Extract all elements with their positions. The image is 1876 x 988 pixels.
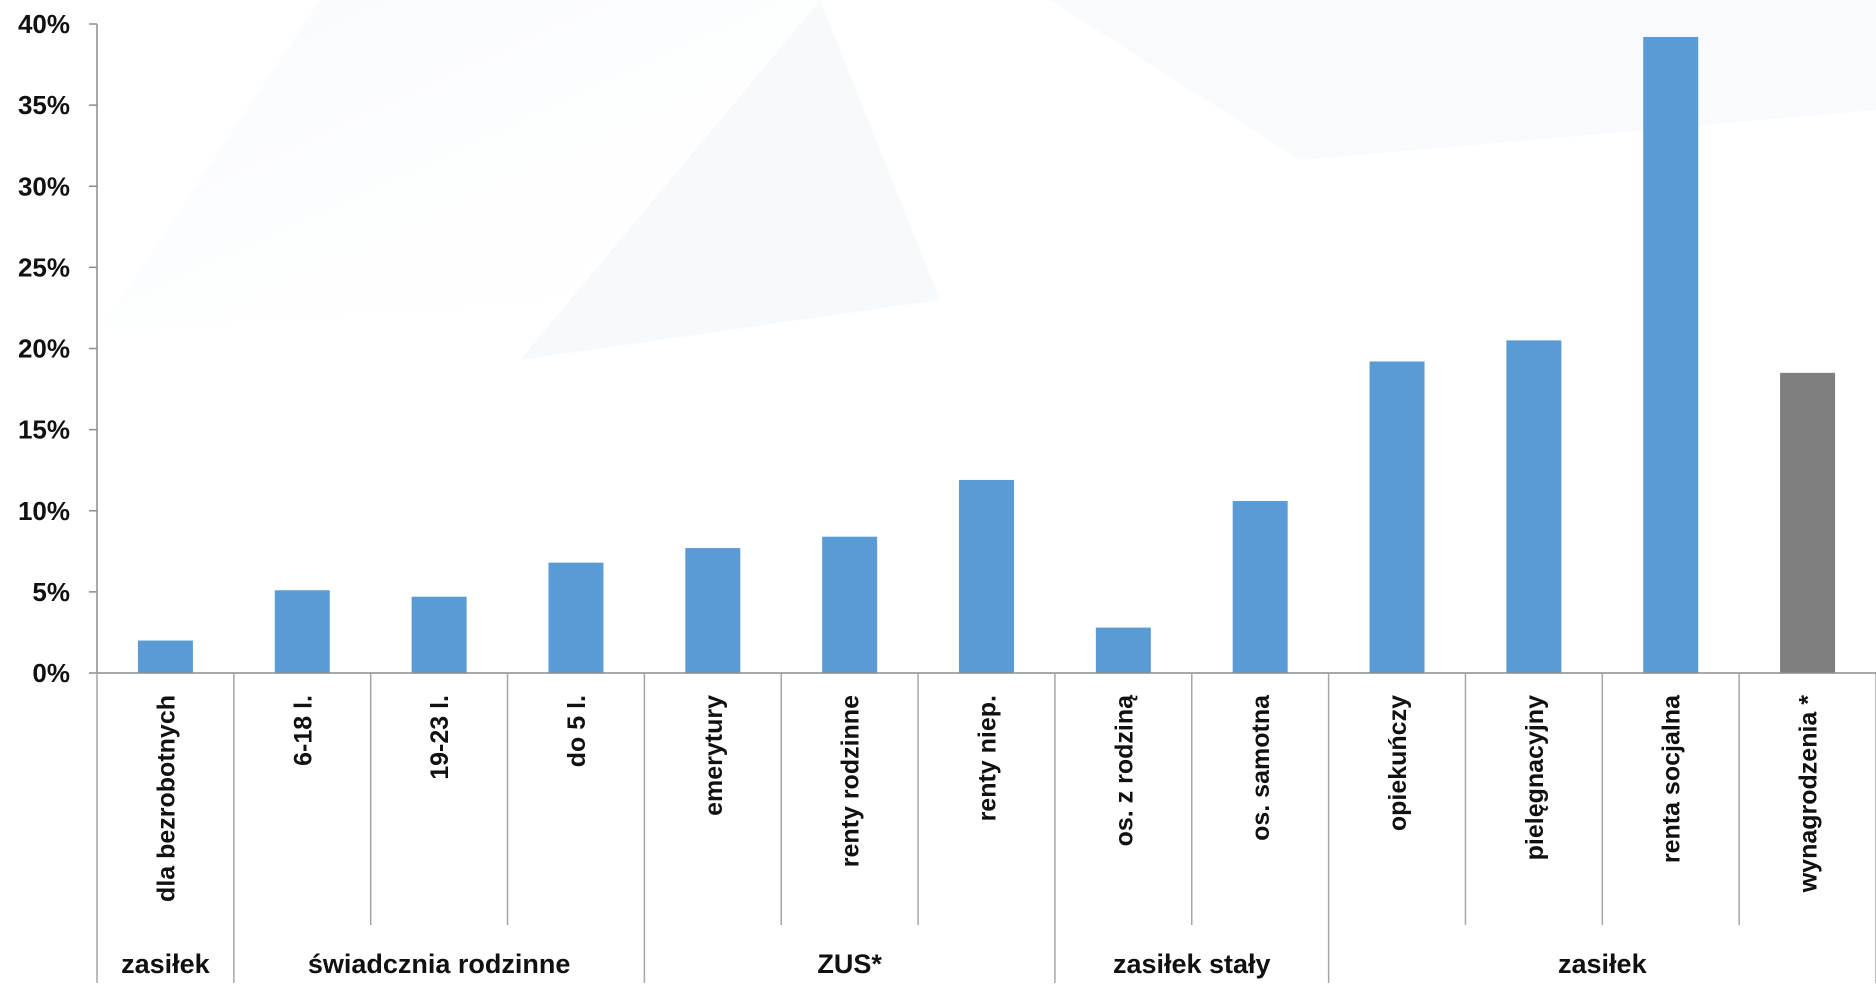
y-axis: 0% 5% 10% 15% 20% 25% 30% 35% 40% bbox=[18, 9, 98, 688]
bar-2 bbox=[274, 590, 330, 673]
bar-4 bbox=[548, 562, 604, 673]
bar-7 bbox=[959, 479, 1014, 673]
y-tick-label: 40% bbox=[18, 9, 70, 39]
x-tick-label: pielęgnacyjny bbox=[1521, 695, 1549, 860]
x-tick-label: 19-23 l. bbox=[426, 695, 454, 780]
bars bbox=[137, 36, 1836, 674]
x-tick-label: os. z rodziną bbox=[1110, 694, 1138, 847]
group-label: zasiłek stały bbox=[1113, 949, 1271, 979]
y-tick-label: 25% bbox=[18, 252, 70, 282]
bar-8 bbox=[1095, 627, 1151, 673]
bar-13 bbox=[1780, 372, 1836, 673]
x-tick-label: renty niep. bbox=[974, 695, 1002, 821]
x-tick-label: dla bezrobotnych bbox=[152, 695, 180, 902]
x-tick-label: renta socjalna bbox=[1658, 694, 1686, 863]
bar-12 bbox=[1643, 36, 1699, 674]
group-label: zasiłek bbox=[121, 949, 211, 979]
bar-6 bbox=[822, 536, 878, 673]
bar-3 bbox=[411, 596, 467, 673]
y-tick-label: 5% bbox=[32, 577, 70, 607]
group-label: świadcznia rodzinne bbox=[308, 949, 571, 979]
y-tick-label: 20% bbox=[18, 334, 70, 364]
bar-1 bbox=[137, 640, 193, 673]
x-axis: dla bezrobotnych 6-18 l. 19-23 l. do 5 l. em… bbox=[96, 672, 1876, 983]
background-watermark bbox=[100, 0, 1876, 360]
y-tick-label: 0% bbox=[32, 658, 70, 688]
bar-11 bbox=[1506, 340, 1562, 673]
bar-5 bbox=[685, 548, 741, 673]
y-tick-label: 10% bbox=[18, 496, 70, 526]
category-groups: zasiłek świadcznia rodzinne ZUS* zasiłek st… bbox=[121, 949, 1647, 979]
bar-10 bbox=[1369, 361, 1425, 673]
group-label: zasiłek bbox=[1558, 949, 1648, 979]
x-tick-label: opiekuńczy bbox=[1384, 695, 1412, 831]
y-tick-label: 15% bbox=[18, 415, 70, 445]
y-tick-label: 35% bbox=[18, 90, 70, 120]
x-tick-label: os. samotna bbox=[1247, 694, 1275, 841]
bar-9 bbox=[1232, 501, 1288, 673]
x-tick-label: 6-18 l. bbox=[289, 695, 317, 766]
x-tick-label: do 5 l. bbox=[563, 695, 591, 767]
x-tick-label: emerytury bbox=[700, 695, 728, 816]
x-tick-label: renty rodzinne bbox=[837, 695, 865, 867]
group-label: ZUS* bbox=[817, 949, 882, 979]
x-tick-label: wynagrodzenia * bbox=[1795, 695, 1823, 894]
y-tick-label: 30% bbox=[18, 171, 70, 201]
